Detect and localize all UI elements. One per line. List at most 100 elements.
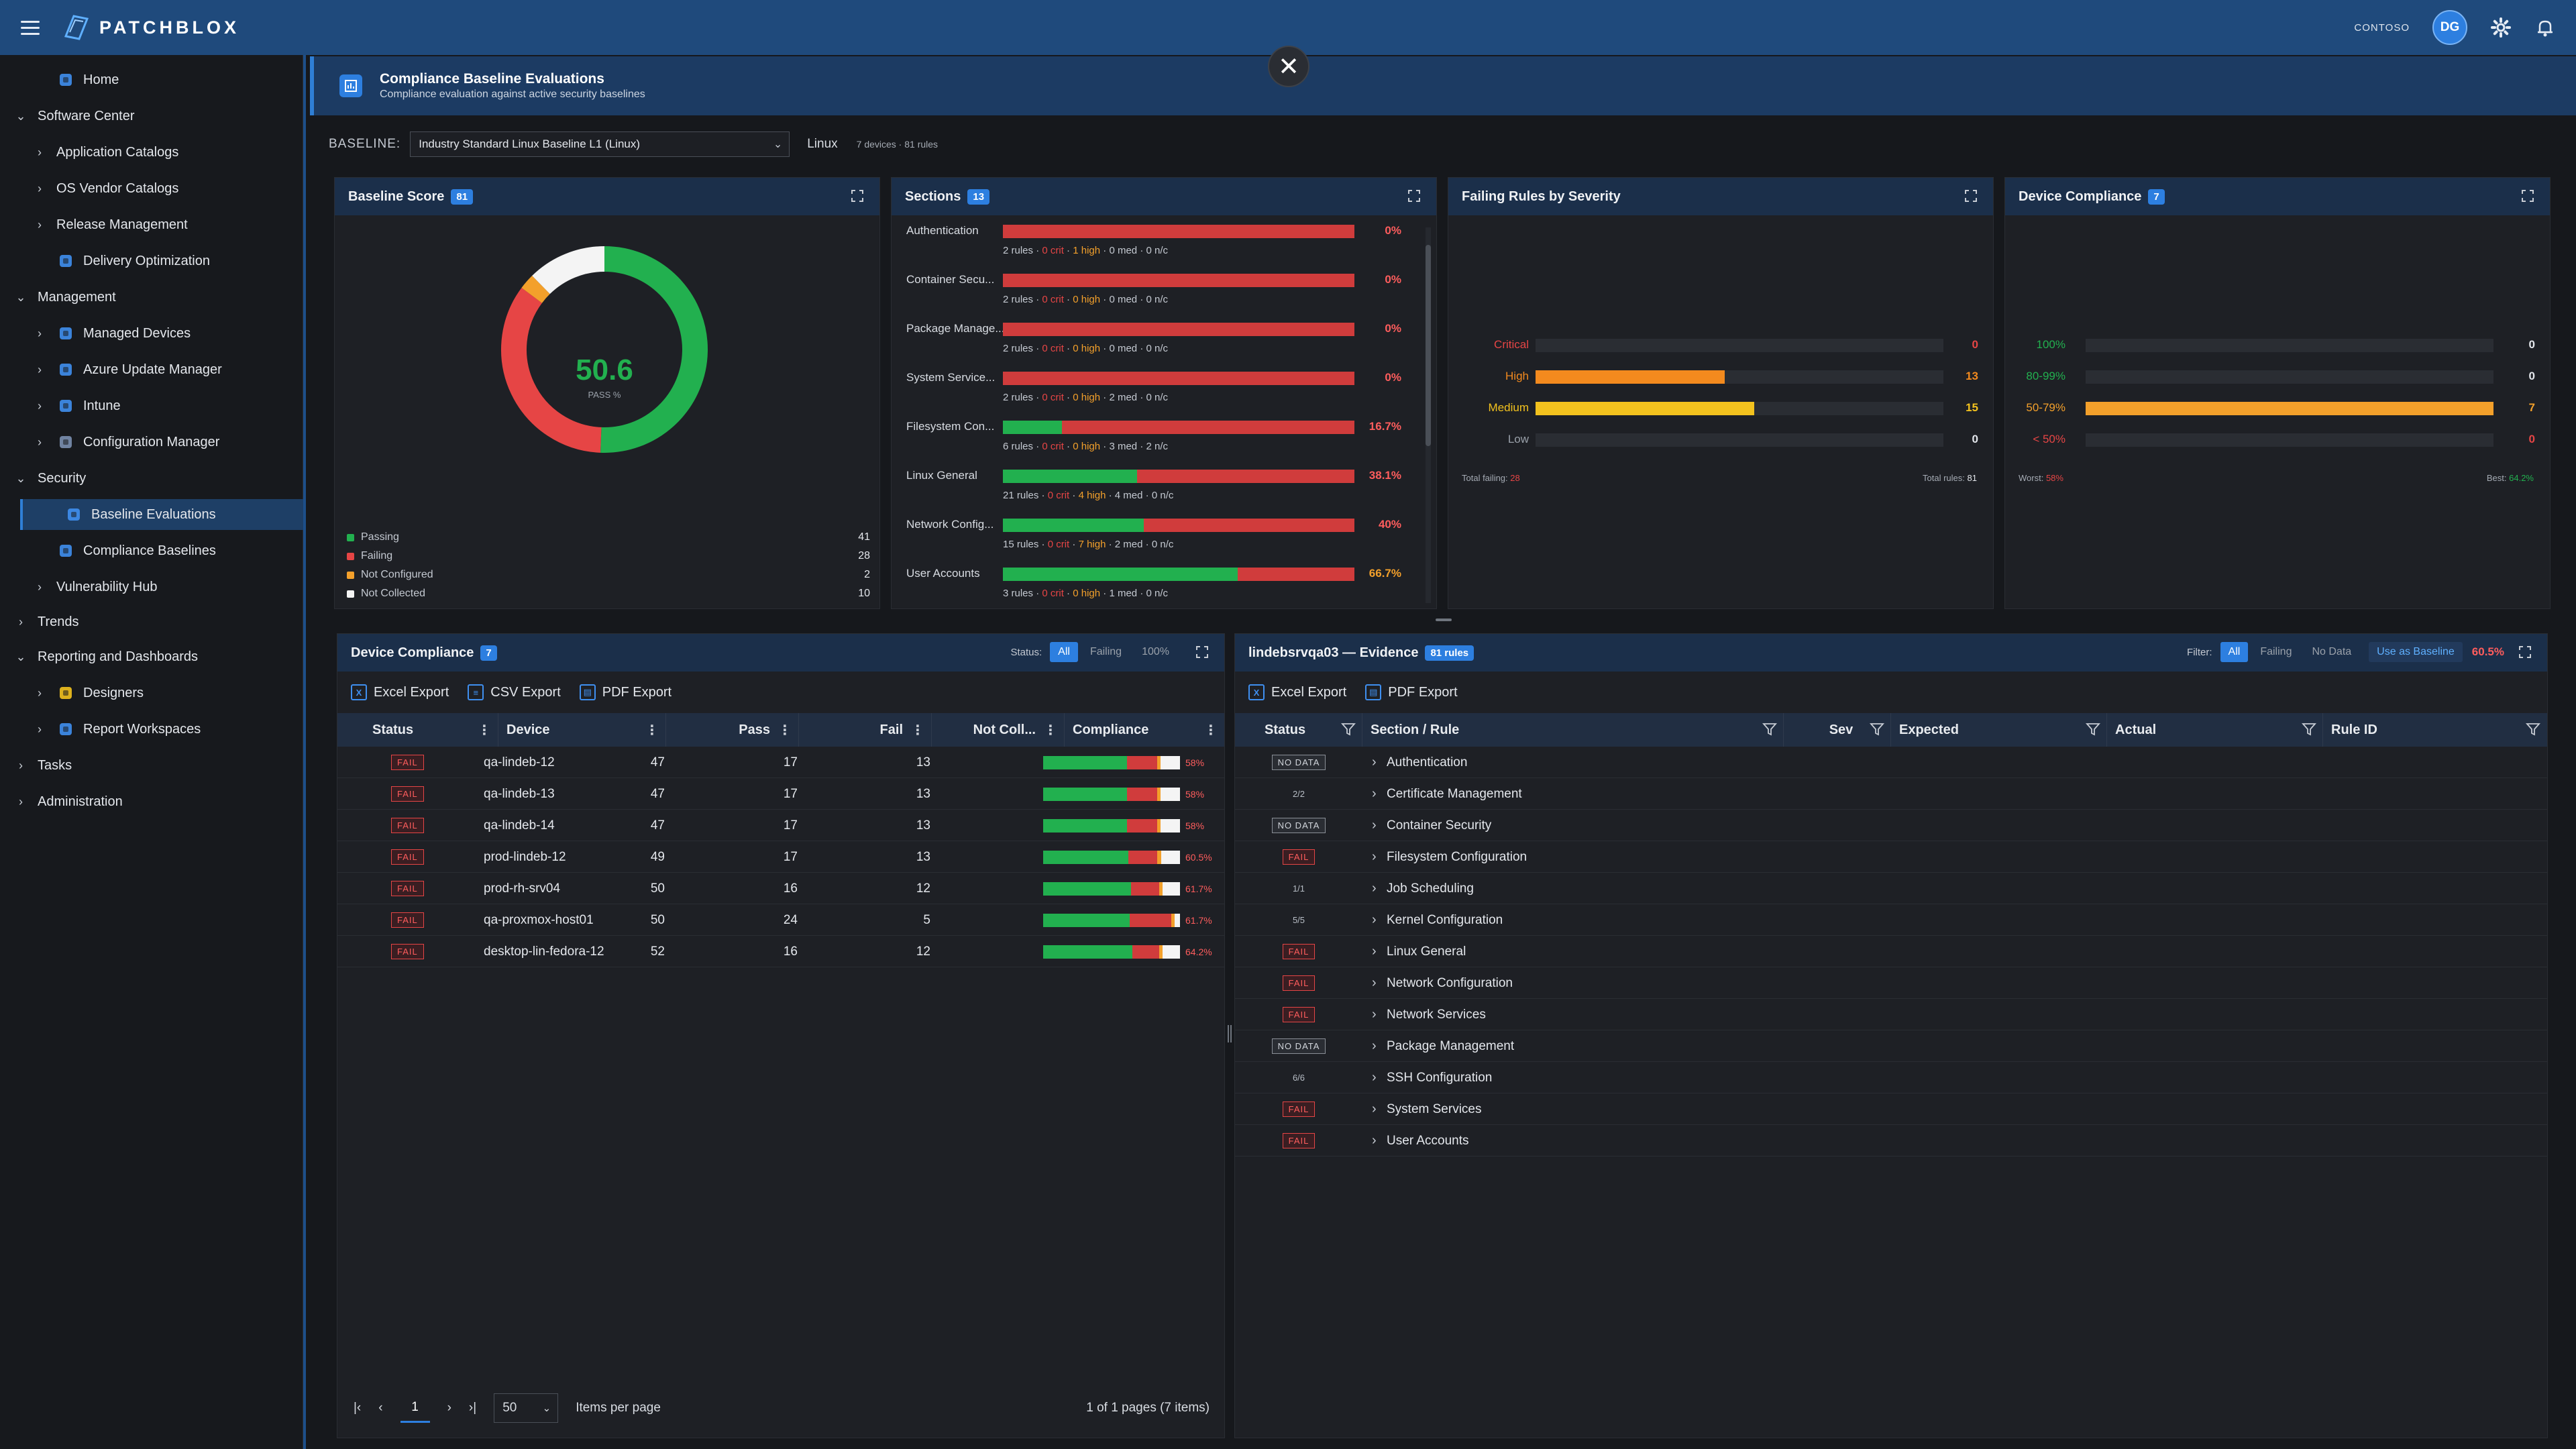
- device-name[interactable]: qa-proxmox-host01: [484, 912, 594, 927]
- table-row[interactable]: FAIL prod-rh-srv04 50 16 12 61.7%: [337, 873, 1224, 904]
- sidebar-item-os-vendor-catalogs[interactable]: › OS Vendor Catalogs: [0, 173, 303, 204]
- table-row[interactable]: FAIL desktop-lin-fedora-12 52 16 12 64.2%: [337, 936, 1224, 967]
- prev-page-icon[interactable]: ‹: [378, 1401, 383, 1415]
- sidebar-item-compliance-baselines[interactable]: Compliance Baselines: [0, 535, 303, 566]
- use-as-baseline-button[interactable]: Use as Baseline: [2369, 642, 2463, 662]
- list-item[interactable]: FAIL › Linux General: [1235, 936, 2547, 967]
- chevron-right-icon[interactable]: ›: [1372, 944, 1377, 959]
- csv-export-button[interactable]: ≡ CSV Export: [468, 684, 561, 700]
- table-row[interactable]: FAIL qa-lindeb-12 47 17 13 58%: [337, 747, 1224, 778]
- chevron-right-icon[interactable]: ›: [19, 614, 23, 629]
- column-menu-icon[interactable]: ⋮: [1204, 722, 1218, 738]
- chevron-right-icon[interactable]: ›: [38, 686, 42, 700]
- device-name[interactable]: prod-rh-srv04: [484, 881, 561, 896]
- pdf-export-button[interactable]: ▤ PDF Export: [579, 684, 672, 700]
- column-header-pass[interactable]: Pass ⋮: [666, 713, 799, 747]
- chevron-right-icon[interactable]: ›: [38, 145, 42, 159]
- chevron-down-icon[interactable]: ⌄: [15, 471, 26, 485]
- avatar[interactable]: DG: [2432, 10, 2467, 45]
- section-name[interactable]: Network Config...: [906, 518, 994, 531]
- tenant-name[interactable]: CONTOSO: [2354, 21, 2410, 34]
- section-name[interactable]: Container Security: [1387, 818, 1492, 833]
- device-name[interactable]: qa-lindeb-14: [484, 818, 555, 833]
- table-row[interactable]: FAIL qa-lindeb-14 47 17 13 58%: [337, 810, 1224, 841]
- list-item[interactable]: 1/1 › Job Scheduling: [1235, 873, 2547, 904]
- list-item[interactable]: FAIL › Network Services: [1235, 999, 2547, 1030]
- chevron-right-icon[interactable]: ›: [38, 722, 42, 736]
- bar-track[interactable]: [2086, 402, 2493, 415]
- section-name[interactable]: Network Configuration: [1387, 975, 1513, 990]
- chevron-right-icon[interactable]: ›: [1372, 1133, 1377, 1148]
- section-bar[interactable]: [1003, 372, 1354, 385]
- page-number[interactable]: 1: [400, 1393, 430, 1423]
- section-bar[interactable]: [1003, 274, 1354, 287]
- filter-chip-all[interactable]: All: [1050, 642, 1078, 662]
- chevron-right-icon[interactable]: ›: [1372, 1102, 1377, 1116]
- chevron-right-icon[interactable]: ›: [1372, 1038, 1377, 1053]
- filter-chip-failing[interactable]: Failing: [2260, 646, 2292, 657]
- page-size-select[interactable]: 50 ⌄: [494, 1393, 559, 1423]
- chevron-right-icon[interactable]: ›: [1372, 818, 1377, 833]
- bar-track[interactable]: [2086, 339, 2493, 352]
- donut-slice-not-collected[interactable]: [532, 246, 605, 294]
- chevron-right-icon[interactable]: ›: [1372, 755, 1377, 769]
- bell-icon[interactable]: [2534, 17, 2556, 38]
- column-menu-icon[interactable]: ⋮: [1044, 722, 1057, 738]
- sidebar-item-release-management[interactable]: › Release Management: [0, 209, 303, 240]
- bar-track[interactable]: [1536, 370, 1943, 384]
- section-name[interactable]: Linux General: [906, 469, 977, 482]
- column-header-sev[interactable]: Sev: [1784, 713, 1891, 747]
- filter-chip-all[interactable]: All: [2220, 642, 2249, 662]
- section-name[interactable]: Network Services: [1387, 1007, 1486, 1022]
- sidebar-item-tasks[interactable]: › Tasks: [0, 750, 303, 781]
- section-name[interactable]: Job Scheduling: [1387, 881, 1474, 896]
- chevron-right-icon[interactable]: ›: [38, 362, 42, 376]
- bar-track[interactable]: [1536, 339, 1943, 352]
- excel-export-button[interactable]: X Excel Export: [1248, 684, 1346, 700]
- baseline-select[interactable]: Industry Standard Linux Baseline L1 (Lin…: [410, 131, 790, 157]
- filter-icon[interactable]: [2086, 722, 2100, 737]
- sidebar-item-trends[interactable]: › Trends: [0, 606, 303, 637]
- chevron-right-icon[interactable]: ›: [38, 181, 42, 195]
- bar-track[interactable]: [1536, 402, 1943, 415]
- column-header-status[interactable]: Status ⋮: [364, 713, 498, 747]
- excel-export-button[interactable]: X Excel Export: [351, 684, 449, 700]
- column-header-actual[interactable]: Actual: [2107, 713, 2323, 747]
- section-name[interactable]: Filesystem Configuration: [1387, 849, 1527, 864]
- chevron-right-icon[interactable]: ›: [1372, 1070, 1377, 1085]
- filter-icon[interactable]: [2526, 722, 2540, 737]
- vertical-splitter[interactable]: [1228, 1025, 1232, 1042]
- filter-chip-failing[interactable]: Failing: [1089, 646, 1122, 657]
- list-item[interactable]: NO DATA › Package Management: [1235, 1030, 2547, 1062]
- sidebar-item-vulnerability-hub[interactable]: › Vulnerability Hub: [0, 572, 303, 602]
- section-name[interactable]: Filesystem Con...: [906, 420, 995, 433]
- list-item[interactable]: FAIL › User Accounts: [1235, 1125, 2547, 1157]
- sidebar-item-configuration-manager[interactable]: › Configuration Manager: [0, 427, 303, 458]
- table-row[interactable]: FAIL qa-proxmox-host01 50 24 5 61.7%: [337, 904, 1224, 936]
- pdf-export-button[interactable]: ▤ PDF Export: [1365, 684, 1458, 700]
- donut-slice-failing[interactable]: [501, 288, 602, 453]
- app-logo[interactable]: PATCHBLOX: [60, 12, 239, 43]
- column-header-rule-id[interactable]: Rule ID: [2331, 722, 2377, 737]
- column-menu-icon[interactable]: ⋮: [778, 722, 792, 738]
- chevron-right-icon[interactable]: ›: [38, 326, 42, 340]
- chevron-right-icon[interactable]: ›: [19, 794, 23, 808]
- expand-icon[interactable]: [1195, 645, 1210, 659]
- column-header-expected[interactable]: Expected: [1891, 713, 2107, 747]
- list-item[interactable]: FAIL › System Services: [1235, 1093, 2547, 1125]
- sidebar-item-intune[interactable]: › Intune: [0, 390, 303, 421]
- scrollbar-thumb[interactable]: [1426, 245, 1431, 446]
- table-row[interactable]: FAIL prod-lindeb-12 49 17 13 60.5%: [337, 841, 1224, 873]
- section-name[interactable]: Kernel Configuration: [1387, 912, 1503, 927]
- donut-slice-passing[interactable]: [600, 246, 708, 453]
- column-header-not-collected[interactable]: Not Coll... ⋮: [932, 713, 1065, 747]
- table-row[interactable]: FAIL qa-lindeb-13 47 17 13 58%: [337, 778, 1224, 810]
- section-name[interactable]: System Service...: [906, 371, 996, 384]
- expand-icon[interactable]: [2518, 645, 2532, 659]
- chevron-right-icon[interactable]: ›: [1372, 849, 1377, 864]
- section-name[interactable]: Linux General: [1387, 944, 1466, 959]
- section-name[interactable]: Authentication: [1387, 755, 1468, 769]
- bar-track[interactable]: [2086, 433, 2493, 447]
- close-icon[interactable]: ✕: [1268, 46, 1309, 87]
- sidebar-item-home[interactable]: Home: [0, 64, 303, 95]
